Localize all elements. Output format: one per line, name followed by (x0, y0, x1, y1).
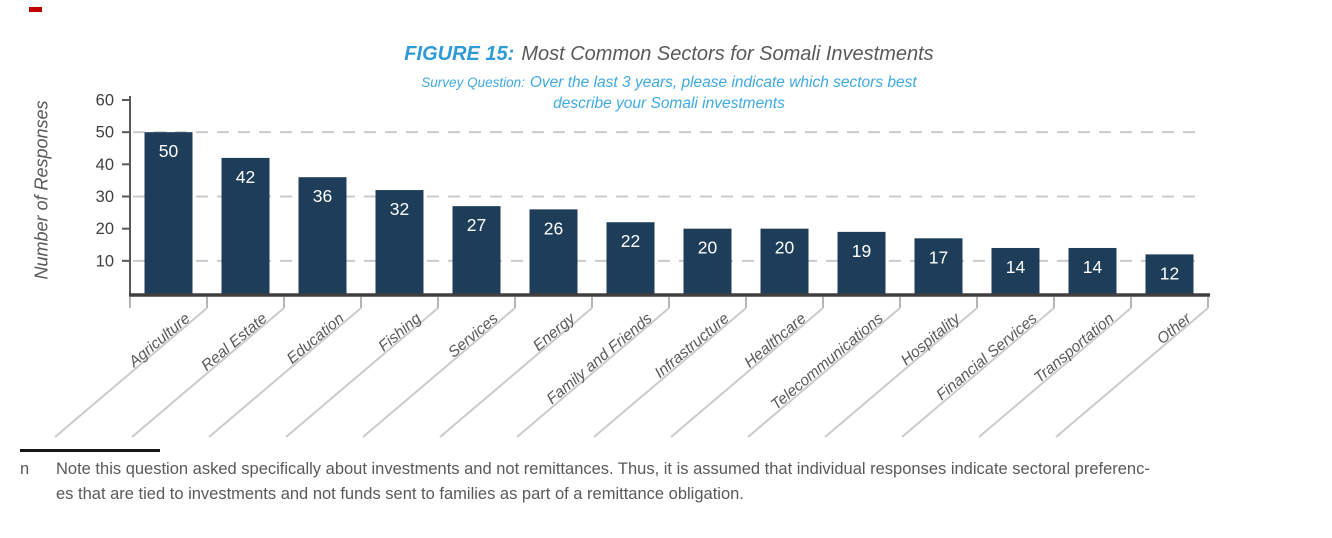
bar-value-label: 36 (313, 186, 332, 206)
diagonal-leader-line (593, 307, 747, 438)
bar-telecommunications (837, 231, 886, 295)
bar-real-estate (221, 157, 270, 295)
bar-other (1145, 254, 1194, 295)
footnote-line1: Note this question asked specifically ab… (56, 460, 1150, 478)
x-category-label-education: Education (284, 310, 348, 367)
diagonal-leader-line (747, 307, 901, 438)
bar-education (298, 177, 347, 295)
x-category-label-infrastructure: Infrastructure (652, 310, 733, 382)
diagonal-leader-line (978, 307, 1132, 438)
y-tick-label-30: 30 (96, 188, 114, 206)
x-category-label-agriculture: Agriculture (125, 310, 194, 372)
bar-value-label: 20 (775, 238, 795, 258)
red-annotation-mark (29, 7, 42, 12)
bar-energy (529, 209, 578, 295)
bar-infrastructure (683, 228, 732, 295)
x-category-label-real-estate: Real Estate (198, 310, 271, 375)
bar-services (452, 206, 501, 295)
bar-value-label: 27 (467, 215, 486, 235)
bar-value-label: 20 (698, 238, 718, 258)
footnote: n Note this question asked specifically … (20, 457, 1320, 507)
bar-value-label: 42 (236, 167, 255, 187)
diagonal-leader-line (901, 307, 1055, 438)
diagonal-leader-line (670, 307, 824, 438)
diagonal-leader-line (1055, 307, 1209, 438)
figure-subtitle: Survey Question: Over the last 3 years, p… (130, 72, 1208, 114)
subtitle-line1: Survey Question: Over the last 3 years, p… (130, 72, 1208, 93)
y-tick-label-20: 20 (96, 220, 114, 238)
y-tick-label-50: 50 (96, 124, 114, 142)
figure-header: FIGURE 15: Most Common Sectors for Somali… (130, 42, 1208, 114)
bar-hospitality (914, 238, 963, 295)
diagonal-leader-line (516, 307, 670, 438)
bar-value-label: 12 (1160, 263, 1179, 283)
footnote-line2: es that are tied to investments and not … (56, 485, 744, 503)
diagonal-leader-line (285, 307, 439, 438)
bar-value-label: 14 (1083, 257, 1103, 277)
x-category-label-services: Services (445, 310, 502, 361)
diagonal-leader-line (208, 307, 362, 438)
x-category-label-transportation: Transportation (1031, 310, 1118, 387)
bar-value-label: 22 (621, 231, 640, 251)
diagonal-leader-line (54, 307, 208, 438)
y-tick-label-10: 10 (96, 252, 114, 270)
figure-title: FIGURE 15: Most Common Sectors for Somali… (130, 42, 1208, 66)
subtitle-line1-text: Over the last 3 years, please indicate w… (529, 74, 917, 91)
bar-family-and-friends (606, 222, 655, 295)
bar-value-label: 19 (852, 241, 871, 261)
bar-value-label: 32 (390, 199, 409, 219)
bar-healthcare (760, 228, 809, 295)
bar-value-label: 50 (159, 141, 179, 161)
bar-transportation (1068, 247, 1117, 295)
diagonal-leader-line (824, 307, 978, 438)
diagonal-leader-line (131, 307, 285, 438)
bar-chart: 50 42 36 32 27 26 22 20 20 19 17 14 14 12 10 20 30 40 50 60… (54, 92, 1210, 438)
diagonal-leader-line (439, 307, 593, 438)
x-category-label-fishing: Fishing (375, 310, 424, 355)
x-category-label-energy: Energy (530, 309, 580, 354)
footnote-text: Note this question asked specifically ab… (56, 457, 1150, 507)
bar-value-label: 17 (929, 247, 948, 267)
survey-question-label: Survey Question: (421, 75, 525, 90)
x-category-label-hospitality: Hospitality (898, 309, 965, 369)
bar-agriculture (144, 132, 193, 295)
footnote-divider (20, 449, 160, 452)
bar-fishing (375, 190, 424, 295)
x-category-label-healthcare: Healthcare (741, 310, 810, 371)
figure-number-label: FIGURE 15: (404, 43, 515, 65)
diagonal-leader-line (362, 307, 516, 438)
bar-value-label: 26 (544, 218, 563, 238)
figure-title-text: Most Common Sectors for Somali Investmen… (521, 43, 934, 65)
bar-financial-services (991, 247, 1040, 295)
footnote-marker: n (20, 460, 30, 478)
y-tick-label-60: 60 (96, 92, 114, 110)
bar-value-label: 14 (1006, 257, 1026, 277)
subtitle-line2: describe your Somali investments (553, 95, 785, 112)
y-tick-label-40: 40 (96, 156, 114, 174)
x-category-label-other: Other (1154, 310, 1195, 348)
